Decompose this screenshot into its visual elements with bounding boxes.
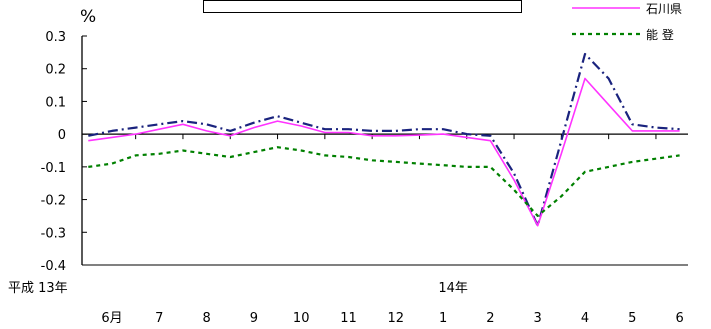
x-tick-label-5: 11: [340, 311, 357, 326]
y-unit-label: %: [80, 7, 96, 27]
legend-frame-box: [203, 0, 522, 13]
y-tick-label-6: -0.3: [41, 226, 66, 241]
x-tick-label-2: 8: [202, 311, 210, 326]
year-label-0: 平成 13年: [8, 281, 68, 296]
series-line-0: [88, 52, 680, 227]
x-tick-label-0: 6月: [101, 311, 122, 326]
y-tick-label-7: -0.4: [41, 259, 66, 274]
legend-label-2: 能 登: [646, 27, 674, 42]
legend-label-1: 石川県: [646, 2, 682, 16]
y-tick-label-4: -0.1: [41, 161, 66, 176]
x-tick-label-11: 5: [628, 311, 636, 326]
y-tick-label-5: -0.2: [41, 194, 66, 209]
x-tick-label-3: 9: [250, 311, 258, 326]
x-tick-label-12: 6: [675, 311, 683, 326]
y-tick-label-3: 0: [58, 128, 66, 143]
x-tick-label-8: 2: [486, 311, 494, 326]
y-tick-label-2: 0.1: [45, 95, 66, 110]
x-tick-label-7: 1: [439, 311, 447, 326]
x-tick-label-1: 7: [155, 311, 163, 326]
x-tick-label-6: 12: [388, 311, 405, 326]
x-tick-label-4: 10: [293, 311, 310, 326]
series-line-1: [88, 77, 680, 227]
series-line-2: [88, 146, 680, 217]
x-tick-label-10: 4: [581, 311, 589, 326]
x-tick-label-9: 3: [534, 311, 542, 326]
year-label-1: 14年: [438, 281, 468, 296]
y-tick-label-0: 0.3: [45, 30, 66, 45]
y-tick-label-1: 0.2: [45, 63, 66, 78]
